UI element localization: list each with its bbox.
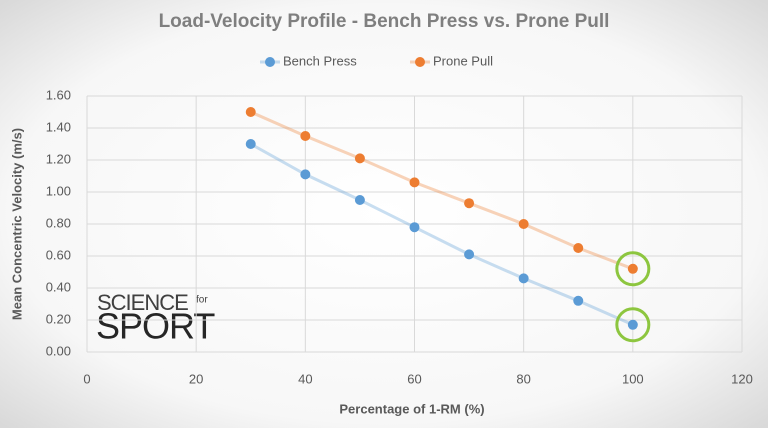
trend-line [250, 110, 634, 271]
point [300, 131, 311, 141]
x-tick-label: 100 [622, 371, 644, 386]
y-axis-label: Mean Concentric Velocity (m/s) [9, 128, 24, 320]
x-tick-label: 120 [731, 371, 753, 386]
point [409, 222, 420, 233]
point [300, 169, 311, 180]
y-tick-label: 1.20 [46, 151, 71, 166]
highlight-ring [615, 307, 651, 343]
point [464, 249, 475, 260]
y-tick-label: 1.40 [46, 119, 71, 134]
x-axis-label: Percentage of 1-RM (%) [339, 401, 484, 416]
y-tick-label: 0.00 [46, 343, 71, 358]
point [354, 153, 365, 164]
legend-label: Bench Press [283, 53, 357, 68]
point [464, 198, 475, 209]
logo-text: SCIENCE [97, 290, 188, 315]
y-tick-label: 1.60 [46, 87, 71, 102]
legend-marker [415, 57, 425, 67]
trend-line [250, 142, 634, 327]
x-tick-label: 20 [189, 371, 203, 386]
y-tick-label: 0.80 [46, 215, 71, 230]
point [627, 263, 638, 274]
point [245, 139, 256, 149]
chart-title: Load-Velocity Profile - Bench Press vs. … [159, 11, 610, 32]
point [573, 295, 584, 306]
point [627, 319, 638, 330]
logo-text: SPORT [96, 306, 215, 347]
y-tick-label: 1.00 [46, 183, 71, 198]
x-tick-label: 80 [516, 371, 530, 386]
x-tick-label: 0 [83, 371, 90, 386]
y-tick-label: 0.40 [46, 279, 71, 294]
point [409, 177, 420, 188]
y-tick-label: 0.20 [46, 311, 71, 326]
x-tick-label: 60 [407, 371, 421, 386]
point [245, 107, 256, 117]
highlight-ring [615, 251, 651, 287]
legend-marker [265, 57, 275, 67]
y-tick-label: 0.60 [46, 247, 71, 262]
point [518, 219, 529, 229]
x-tick-label: 40 [298, 371, 312, 386]
point [354, 195, 365, 205]
logo-text: for [196, 295, 208, 306]
point [573, 243, 584, 253]
legend-label: Prone Pull [433, 53, 493, 68]
point [518, 273, 529, 284]
